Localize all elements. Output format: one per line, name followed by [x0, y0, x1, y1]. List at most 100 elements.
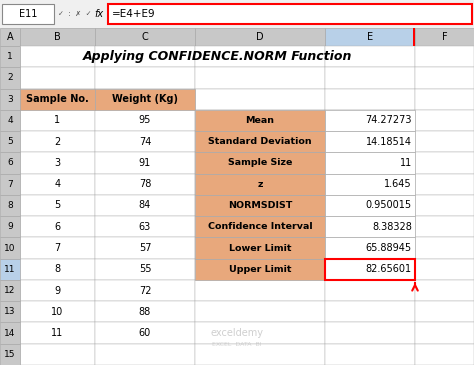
Text: 6: 6 — [55, 222, 61, 232]
Text: 78: 78 — [139, 179, 151, 189]
Bar — [20, 28, 95, 46]
Bar — [415, 131, 474, 152]
Bar — [0, 216, 20, 237]
Bar — [95, 259, 195, 280]
Bar — [0, 152, 20, 174]
Text: 74: 74 — [139, 137, 151, 147]
Bar — [195, 195, 325, 216]
Text: 74.27273: 74.27273 — [365, 115, 412, 126]
Text: 14.18514: 14.18514 — [366, 137, 412, 147]
Bar — [95, 301, 195, 322]
Bar — [325, 67, 415, 89]
Text: 12: 12 — [4, 286, 16, 295]
Text: D: D — [256, 32, 264, 42]
Bar — [195, 259, 325, 280]
Bar — [195, 152, 325, 174]
Text: 11: 11 — [400, 158, 412, 168]
Bar — [195, 216, 325, 237]
Text: EXCEL  DATA  BI: EXCEL DATA BI — [212, 342, 262, 346]
Text: 57: 57 — [139, 243, 151, 253]
Bar — [325, 259, 415, 280]
Bar — [20, 89, 95, 110]
Bar — [325, 195, 415, 216]
Text: 4: 4 — [7, 116, 13, 125]
Bar — [20, 301, 95, 322]
Bar — [415, 110, 474, 131]
Text: Applying CONFIDENCE.NORM Function: Applying CONFIDENCE.NORM Function — [83, 50, 352, 63]
Text: ✓  :  ✗  ✓: ✓ : ✗ ✓ — [58, 11, 91, 17]
Bar — [195, 237, 325, 259]
Text: 91: 91 — [139, 158, 151, 168]
Bar — [195, 89, 325, 110]
Bar — [95, 46, 195, 67]
Bar — [195, 110, 325, 131]
Text: 3: 3 — [7, 95, 13, 104]
Bar — [325, 237, 415, 259]
Text: 65.88945: 65.88945 — [366, 243, 412, 253]
Bar — [325, 344, 415, 365]
Bar — [0, 89, 20, 110]
Bar — [95, 322, 195, 344]
Bar — [0, 46, 20, 67]
Bar — [415, 301, 474, 322]
Bar — [20, 89, 95, 110]
Bar — [95, 67, 195, 89]
Text: fx: fx — [94, 9, 103, 19]
Text: Confidence Interval: Confidence Interval — [208, 222, 312, 231]
Bar — [195, 67, 325, 89]
Text: 6: 6 — [7, 158, 13, 168]
Text: 5: 5 — [55, 200, 61, 211]
Bar — [20, 110, 95, 131]
Bar — [415, 280, 474, 301]
Bar — [95, 131, 195, 152]
Bar — [95, 195, 195, 216]
Text: 3: 3 — [55, 158, 61, 168]
Bar — [95, 152, 195, 174]
Text: Sample Size: Sample Size — [228, 158, 292, 168]
Text: 8.38328: 8.38328 — [372, 222, 412, 232]
Bar — [195, 259, 325, 280]
Text: z: z — [257, 180, 263, 189]
Text: 9: 9 — [55, 285, 61, 296]
Bar — [415, 344, 474, 365]
Text: 8: 8 — [7, 201, 13, 210]
Text: 13: 13 — [4, 307, 16, 316]
Bar — [195, 110, 325, 131]
Bar — [195, 174, 325, 195]
Bar — [0, 322, 20, 344]
Bar — [325, 259, 415, 280]
Bar — [0, 131, 20, 152]
Bar — [415, 237, 474, 259]
Bar — [20, 131, 95, 152]
Text: 9: 9 — [7, 222, 13, 231]
Bar — [415, 28, 474, 46]
Text: E11: E11 — [19, 9, 37, 19]
Bar — [20, 322, 95, 344]
Bar — [95, 28, 195, 46]
Bar — [325, 216, 415, 237]
Text: 1: 1 — [7, 52, 13, 61]
Text: 10: 10 — [51, 307, 64, 317]
Bar — [95, 216, 195, 237]
Bar — [0, 28, 20, 46]
Bar — [415, 195, 474, 216]
Bar — [325, 131, 415, 152]
Bar — [95, 89, 195, 110]
Text: Standard Deviation: Standard Deviation — [208, 137, 312, 146]
Bar — [325, 152, 415, 174]
Bar — [195, 322, 325, 344]
Bar — [415, 46, 474, 67]
Bar — [20, 237, 95, 259]
Bar — [325, 280, 415, 301]
Bar — [415, 174, 474, 195]
Bar — [325, 110, 415, 131]
Text: 95: 95 — [139, 115, 151, 126]
Bar — [415, 259, 474, 280]
Text: Upper Limit: Upper Limit — [229, 265, 291, 274]
Bar — [325, 110, 415, 131]
Text: 4: 4 — [55, 179, 61, 189]
Text: 0.950015: 0.950015 — [366, 200, 412, 211]
Bar — [195, 131, 325, 152]
Bar — [20, 174, 95, 195]
Bar — [325, 152, 415, 174]
